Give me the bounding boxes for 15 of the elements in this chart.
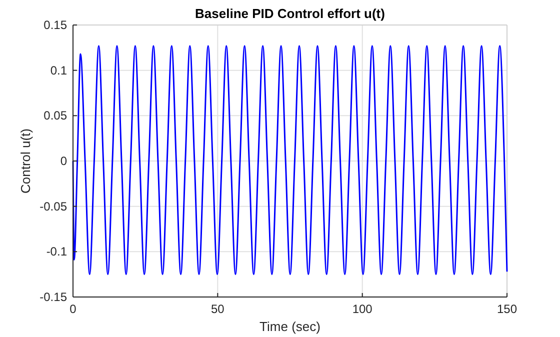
- y-tick-label: 0.1: [50, 63, 68, 78]
- x-tick-label: 150: [496, 302, 518, 316]
- x-tick-label: 0: [70, 302, 77, 316]
- chart-title: Baseline PID Control effort u(t): [195, 6, 385, 21]
- y-tick-label: 0.05: [44, 108, 68, 123]
- y-tick-label: -0.15: [40, 290, 68, 304]
- y-tick-label: -0.05: [40, 199, 68, 214]
- x-tick-label: 50: [210, 302, 225, 316]
- x-tick-label: 100: [352, 302, 373, 316]
- line-series: [72, 45, 508, 276]
- y-axis-title: Control u(t): [18, 128, 33, 194]
- x-axis-title: Time (sec): [260, 319, 320, 334]
- y-tick-label: 0.15: [44, 18, 68, 32]
- y-tick-label: 0: [60, 154, 68, 168]
- y-tick-label: -0.1: [46, 244, 68, 259]
